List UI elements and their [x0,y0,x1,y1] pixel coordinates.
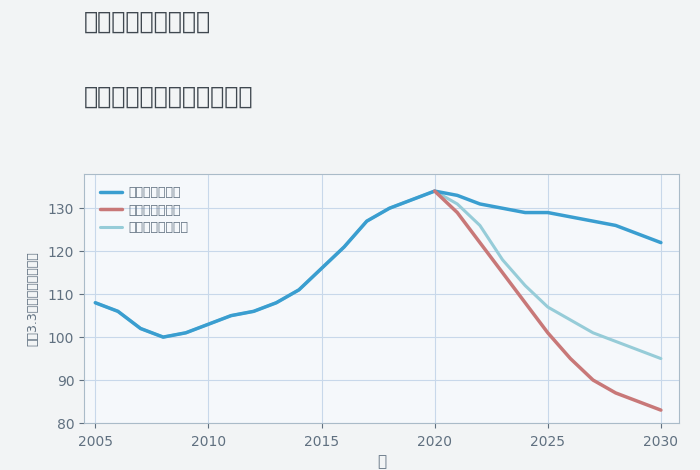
ノーマルシナリオ [272,300,281,306]
Line: グッドシナリオ: グッドシナリオ [95,191,661,337]
バッドシナリオ [544,330,552,336]
ノーマルシナリオ [159,334,167,340]
ノーマルシナリオ [498,257,507,263]
バッドシナリオ [589,377,597,383]
バッドシナリオ [521,300,529,306]
グッドシナリオ [566,214,575,219]
バッドシナリオ [566,356,575,361]
グッドシナリオ [498,205,507,211]
グッドシナリオ [249,308,258,314]
ノーマルシナリオ [544,304,552,310]
グッドシナリオ [159,334,167,340]
グッドシナリオ [408,197,416,203]
ノーマルシナリオ [113,308,122,314]
ノーマルシナリオ [249,308,258,314]
Text: 福岡県春日市惣利の: 福岡県春日市惣利の [84,9,211,33]
グッドシナリオ [340,244,349,250]
ノーマルシナリオ [589,330,597,336]
ノーマルシナリオ [430,188,439,194]
Legend: グッドシナリオ, バッドシナリオ, ノーマルシナリオ: グッドシナリオ, バッドシナリオ, ノーマルシナリオ [96,183,192,238]
Text: 中古マンションの価格推移: 中古マンションの価格推移 [84,85,253,109]
Line: バッドシナリオ: バッドシナリオ [435,191,661,410]
グッドシナリオ [589,219,597,224]
ノーマルシナリオ [408,197,416,203]
グッドシナリオ [476,201,484,207]
ノーマルシナリオ [340,244,349,250]
グッドシナリオ [521,210,529,215]
グッドシナリオ [227,313,235,319]
バッドシナリオ [453,210,461,215]
グッドシナリオ [634,231,643,237]
ノーマルシナリオ [634,347,643,353]
ノーマルシナリオ [657,356,665,361]
グッドシナリオ [272,300,281,306]
グッドシナリオ [363,219,371,224]
ノーマルシナリオ [317,266,326,271]
グッドシナリオ [453,193,461,198]
ノーマルシナリオ [612,338,620,344]
X-axis label: 年: 年 [377,454,386,470]
バッドシナリオ [498,270,507,275]
ノーマルシナリオ [521,283,529,289]
グッドシナリオ [295,287,303,293]
グッドシナリオ [385,205,393,211]
グッドシナリオ [657,240,665,245]
ノーマルシナリオ [453,201,461,207]
ノーマルシナリオ [476,223,484,228]
ノーマルシナリオ [227,313,235,319]
Line: ノーマルシナリオ: ノーマルシナリオ [95,191,661,359]
グッドシナリオ [181,330,190,336]
グッドシナリオ [204,321,213,327]
グッドシナリオ [136,326,145,331]
グッドシナリオ [113,308,122,314]
グッドシナリオ [91,300,99,306]
ノーマルシナリオ [91,300,99,306]
ノーマルシナリオ [181,330,190,336]
ノーマルシナリオ [566,317,575,323]
グッドシナリオ [612,223,620,228]
グッドシナリオ [430,188,439,194]
バッドシナリオ [612,390,620,396]
ノーマルシナリオ [204,321,213,327]
グッドシナリオ [317,266,326,271]
バッドシナリオ [657,407,665,413]
バッドシナリオ [634,399,643,404]
バッドシナリオ [430,188,439,194]
ノーマルシナリオ [136,326,145,331]
ノーマルシナリオ [295,287,303,293]
Y-axis label: 坪（3.3㎡）単価（万円）: 坪（3.3㎡）単価（万円） [27,251,39,346]
バッドシナリオ [476,240,484,245]
グッドシナリオ [544,210,552,215]
ノーマルシナリオ [363,219,371,224]
ノーマルシナリオ [385,205,393,211]
